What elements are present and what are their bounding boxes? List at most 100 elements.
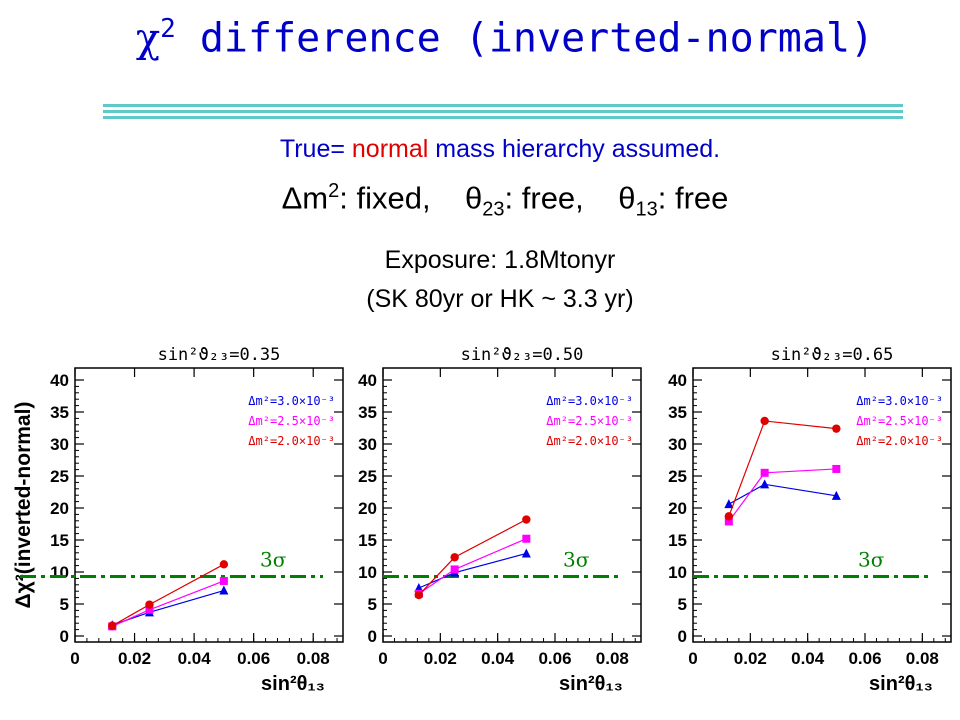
y-tick-label: 10: [668, 563, 687, 582]
title-text: difference (inverted-normal): [175, 15, 875, 62]
y-tick-label: 5: [678, 595, 687, 614]
data-point: [760, 468, 769, 477]
y-tick-label: 30: [358, 435, 377, 454]
x-tick-label: 0.06: [538, 649, 571, 668]
data-point: [724, 499, 734, 509]
parameter-line: Δm2: fixed, θ23: free, θ13: free: [0, 180, 960, 222]
x-tick-label: 0.08: [596, 649, 629, 668]
x-tick-label: 0.02: [734, 649, 767, 668]
legend-entry: Δm²=2.0×10⁻³: [546, 434, 633, 448]
y-tick-label: 0: [368, 627, 377, 646]
series-line: [112, 589, 225, 626]
x-axis-label: sin²θ₁₃: [869, 673, 933, 695]
data-point: [219, 585, 229, 595]
theta13-text: : free: [657, 180, 729, 216]
plot-frame: [692, 367, 952, 643]
x-tick-label: 0: [378, 649, 387, 668]
threshold-label: 3σ: [563, 547, 590, 571]
data-point: [219, 576, 228, 585]
exposure-text: Exposure: 1.8Mtonyr: [384, 246, 616, 274]
data-point: [760, 479, 770, 489]
x-axis-label: sin²θ₁₃: [559, 673, 623, 695]
chart-panel-1: sin²ϑ₂₃=0.35 0 5 10 15 20 25 30 35 40 0 0.02 0.04 0.0…: [12, 345, 344, 695]
y-tick-label: 25: [358, 467, 377, 486]
data-point: [145, 605, 154, 614]
dm-exponent: 2: [328, 180, 340, 202]
x-tick-label: 0.04: [791, 649, 825, 668]
x-tick-label: 0.08: [297, 649, 330, 668]
data-point: [831, 490, 841, 500]
x-tick-label: 0.02: [424, 649, 457, 668]
legend-entry: Δm²=2.5×10⁻³: [546, 414, 633, 428]
y-axis-label: Δχ²(inverted-normal): [12, 402, 35, 609]
title-chi: χ: [135, 15, 161, 62]
y-tick-label: 40: [668, 371, 687, 390]
assumption-text: True= normal mass hierarchy assumed.: [0, 135, 960, 164]
series-line: [418, 538, 527, 595]
data-point: [450, 553, 459, 562]
data-point: [724, 517, 733, 526]
data-point: [521, 548, 531, 558]
y-tick-label: 10: [358, 563, 377, 582]
data-point: [414, 590, 424, 600]
legend-entry: Δm²=3.0×10⁻³: [248, 394, 335, 408]
y-tick-label: 30: [50, 435, 69, 454]
data-point: [522, 534, 531, 543]
plot-frame: [74, 367, 344, 643]
theta23-symbol: θ: [465, 180, 483, 216]
panel-title: sin²ϑ₂₃=0.65: [771, 345, 894, 365]
x-tick-label: 0: [70, 649, 79, 668]
data-point: [760, 416, 769, 426]
threshold-label: 3σ: [858, 547, 885, 571]
plot-frame: [382, 367, 642, 643]
assumption-highlight: normal: [351, 135, 429, 163]
legend-entry: Δm²=3.0×10⁻³: [856, 394, 943, 408]
series-line: [728, 420, 837, 517]
y-tick-label: 35: [668, 403, 687, 422]
x-tick-label: 0: [688, 649, 697, 668]
dm-symbol: Δm: [281, 180, 329, 216]
y-tick-label: 5: [60, 595, 69, 614]
theta23-text: : free,: [504, 180, 584, 216]
data-point: [832, 424, 841, 433]
x-tick-label: 0.06: [848, 649, 881, 668]
legend-entry: Δm²=2.0×10⁻³: [856, 434, 943, 448]
x-tick-label: 0.08: [906, 649, 939, 668]
y-tick-label: 15: [668, 531, 687, 550]
x-axis-label: sin²θ₁₃: [261, 673, 325, 695]
y-tick-label: 30: [668, 435, 687, 454]
panel-title: sin²ϑ₂₃=0.35: [158, 345, 281, 365]
y-tick-label: 40: [358, 371, 377, 390]
title-exponent: 2: [160, 14, 176, 44]
legend-entry: Δm²=2.0×10⁻³: [248, 434, 335, 448]
x-tick-label: 0.06: [237, 649, 270, 668]
chart-panel-2: sin²ϑ₂₃=0.50 0 5 10 15 20 25 30 35 40 0 0.02 0.04 0.0…: [358, 345, 642, 695]
y-tick-label: 25: [668, 467, 687, 486]
data-point: [414, 583, 424, 592]
theta23-subscript: 23: [482, 198, 505, 221]
theta13-symbol: θ: [618, 180, 636, 216]
x-tick-label: 0.04: [481, 649, 515, 668]
y-tick-label: 40: [50, 371, 69, 390]
y-tick-label: 15: [50, 531, 69, 550]
assumption-prefix: True=: [279, 135, 352, 163]
x-tick-label: 0.04: [178, 649, 212, 668]
dm-text: : fixed,: [339, 180, 431, 216]
chart-panel-3: sin²ϑ₂₃=0.65 0 5 10 15 20 25 30 35 40 0 0.02 0.04 0.0…: [668, 345, 952, 695]
slide-title: χ2 difference (inverted-normal): [0, 14, 960, 61]
legend-entry: Δm²=3.0×10⁻³: [546, 394, 633, 408]
data-point: [108, 621, 117, 630]
data-point: [450, 565, 459, 574]
theta13-subscript: 13: [635, 198, 658, 221]
y-tick-label: 35: [50, 403, 69, 422]
data-point: [219, 560, 229, 569]
y-tick-label: 20: [668, 499, 687, 518]
threshold-label: 3σ: [260, 547, 287, 571]
legend-entry: Δm²=2.5×10⁻³: [248, 414, 335, 428]
panel-title: sin²ϑ₂₃=0.50: [461, 345, 584, 365]
y-tick-label: 5: [368, 595, 377, 614]
series-line: [728, 483, 837, 505]
y-tick-label: 10: [50, 563, 69, 582]
equivalent-exposure-text: (SK 80yr or HK ~ 3.3 yr): [366, 285, 634, 313]
